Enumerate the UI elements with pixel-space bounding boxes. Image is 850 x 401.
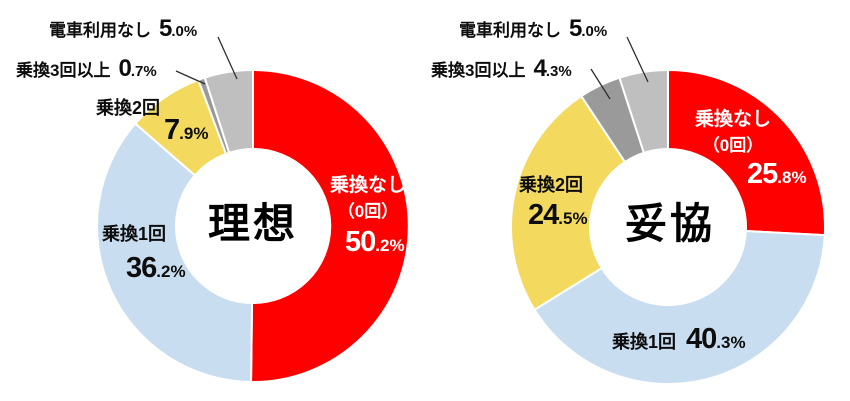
donut-segment-compromise-2: [510, 94, 627, 312]
percent-dec: .7%: [130, 63, 157, 80]
leader-line-compromise-1: [590, 68, 611, 100]
compromise-label-one-transfer-row: 乗換1回 40.3%: [612, 325, 746, 354]
percent-dec: .3%: [716, 333, 746, 352]
ideal-percent-two-transfers: 7.9%: [164, 116, 208, 145]
compromise-callout-3plus: 乗換3回以上 4.3%: [431, 57, 572, 81]
percent-int: 25: [747, 158, 778, 190]
percent-dec: .9%: [179, 124, 209, 143]
slice-label-line2: （0回）: [702, 136, 764, 155]
donut-segment-compromise-4: [618, 68, 669, 155]
percent-int: 24: [528, 199, 559, 231]
slice-label-line1: 乗換なし: [329, 175, 407, 196]
leader-line-ideal-1: [175, 70, 206, 85]
ideal-label-no-transfer: 乗換なし （0回）: [330, 176, 406, 220]
ideal-percent-one-transfer: 36.2%: [126, 254, 186, 283]
ideal-callout-no-train: 電車利用なし 5.0%: [49, 17, 197, 41]
ideal-center-title: 理想: [207, 200, 299, 247]
callout-label: 乗換3回以上: [431, 61, 526, 80]
percent-dec: .5%: [558, 209, 588, 228]
compromise-percent-two-transfers: 24.5%: [528, 201, 588, 230]
percent-dec: .0%: [171, 23, 198, 40]
compromise-label-two-transfers: 乗換2回: [519, 175, 584, 195]
callout-label: 電車利用なし: [459, 21, 561, 40]
compromise-center-title: 妥協: [624, 200, 716, 247]
percent-int: 5: [159, 15, 172, 42]
leader-line-compromise-0: [626, 36, 649, 83]
percent-dec: .0%: [581, 23, 608, 40]
percent-int: 36: [126, 252, 157, 284]
percent-int: 4: [533, 55, 546, 82]
percent-int: 7: [164, 114, 180, 146]
compromise-label-no-transfer: 乗換なし （0回）: [695, 110, 771, 154]
compromise-callout-no-train: 電車利用なし 5.0%: [459, 17, 607, 41]
donut-segment-ideal-0: [250, 68, 410, 383]
percent-dec: .3%: [545, 63, 572, 80]
slice-label-line2: （0回）: [337, 202, 399, 221]
percent-int: 5: [569, 15, 582, 42]
ideal-percent-no-transfer: 50.2%: [345, 228, 405, 257]
percent-int: 0: [118, 55, 131, 82]
ideal-label-one-transfer: 乗換1回: [102, 224, 167, 244]
percent-int: 40: [686, 323, 717, 355]
percent-dec: .2%: [156, 262, 186, 281]
slice-label: 乗換1回: [612, 332, 677, 352]
percent-dec: .2%: [375, 236, 405, 255]
ideal-callout-3plus: 乗換3回以上 0.7%: [16, 57, 157, 81]
donut-segment-ideal-4: [203, 68, 254, 155]
percent-dec: .8%: [777, 168, 807, 187]
compromise-percent-no-transfer: 25.8%: [747, 160, 807, 189]
leader-line-ideal-0: [217, 36, 238, 80]
ideal-label-two-transfers: 乗換2回: [96, 98, 161, 118]
percent-int: 50: [345, 226, 376, 258]
donut-segment-compromise-0: [667, 68, 826, 237]
donut-segment-compromise-1: [533, 229, 826, 385]
donut-segment-ideal-1: [95, 122, 254, 384]
callout-label: 電車利用なし: [49, 21, 151, 40]
callout-label: 乗換3回以上: [16, 61, 111, 80]
slice-label-line1: 乗換なし: [694, 109, 772, 130]
